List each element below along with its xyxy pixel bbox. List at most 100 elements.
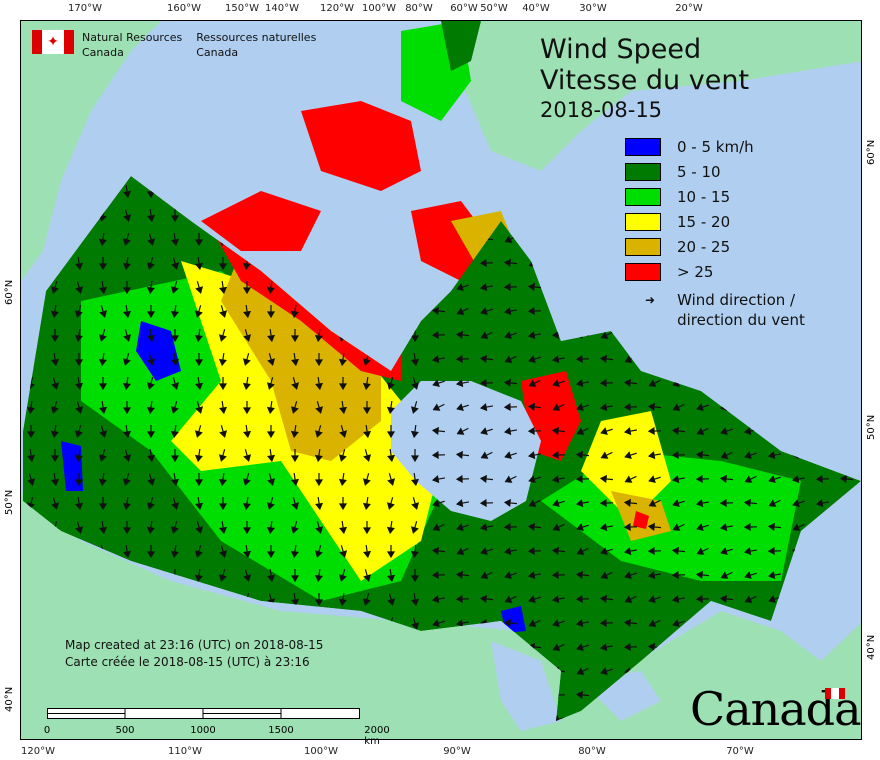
wind-arrow [122, 353, 131, 366]
wind-arrow [146, 497, 155, 510]
wind-arrow [74, 328, 83, 343]
wind-arrow [480, 451, 493, 459]
wind-arrow [74, 448, 83, 463]
wind-arrow [504, 355, 517, 363]
wind-arrow [194, 425, 203, 438]
wind-arrow [528, 499, 541, 507]
wind-arrow [696, 547, 709, 555]
wind-arrow [243, 424, 252, 439]
wind-arrow [122, 233, 131, 246]
legend: 0 - 5 km/h 5 - 10 10 - 15 15 - 20 20 - 2… [625, 134, 754, 284]
arrow-icon: ➜ [645, 293, 656, 307]
wind-arrow [575, 499, 590, 508]
wind-arrow [551, 570, 566, 580]
wind-arrow [362, 473, 371, 486]
wind-arrow [528, 619, 541, 627]
lat-label: 50°N [866, 414, 877, 440]
wind-arrow [575, 450, 590, 459]
wind-arrow [146, 400, 155, 415]
wind-arrow [695, 474, 710, 484]
wind-arrow [623, 642, 638, 652]
lon-label: 50°W [480, 3, 508, 14]
wind-arrow [431, 546, 446, 555]
legend-item: 15 - 20 [625, 209, 754, 234]
wind-arrow [171, 352, 180, 367]
wind-arrow [170, 544, 179, 559]
wind-arrow [411, 617, 420, 630]
wind-arrow [122, 473, 131, 486]
wind-arrow [51, 377, 60, 390]
wind-legend-en: Wind direction / [677, 291, 796, 309]
wind-arrow [170, 304, 179, 319]
wind-arrow [527, 306, 542, 316]
wind-arrow [98, 257, 108, 271]
wind-arrow [479, 378, 494, 388]
wind-arrow [195, 376, 204, 391]
wind-arrow [672, 619, 685, 627]
legend-label: 10 - 15 [677, 187, 731, 206]
lon-label: 120°W [320, 3, 354, 14]
wind-arrow [338, 569, 347, 582]
wind-arrow [194, 568, 203, 583]
wind-arrow [194, 305, 203, 318]
agency-fr-2: Canada [196, 46, 239, 59]
wind-arrow [527, 451, 542, 460]
wind-arrow [267, 353, 276, 366]
wind-arrow [219, 545, 228, 558]
wind-arrow [146, 280, 155, 295]
wind-arrow [74, 353, 84, 367]
wind-arrow [147, 448, 156, 463]
wind-arrow [599, 403, 614, 412]
legend-label: > 25 [677, 262, 714, 281]
wind-arrow [171, 377, 180, 390]
wind-arrow [411, 352, 420, 367]
wind-arrow [647, 426, 662, 436]
wind-arrow [431, 450, 446, 460]
wind-arrow [503, 307, 518, 316]
lon-label: 60°W [450, 3, 478, 14]
wind-arrow [242, 401, 252, 415]
wind-arrow [123, 184, 132, 199]
wind-arrow [74, 473, 84, 487]
wind-arrow [767, 571, 782, 580]
wind-arrow [266, 305, 276, 319]
wind-arrow [170, 449, 180, 463]
wind-arrow [75, 281, 84, 294]
wind-arrow [363, 424, 372, 439]
wind-arrow [386, 520, 395, 535]
wind-arrow [123, 304, 132, 319]
wind-arrow [695, 594, 710, 604]
lon-label: 150°W [225, 3, 259, 14]
legend-label: 5 - 10 [677, 162, 721, 181]
wind-arrow [194, 353, 204, 367]
wind-arrow [623, 378, 638, 387]
wind-arrow [314, 353, 324, 367]
wind-arrow [575, 379, 590, 388]
wind-arrow [123, 544, 132, 559]
wind-arrow [291, 592, 300, 607]
wind-arrow [479, 283, 494, 292]
wind-arrow [767, 451, 782, 460]
wind-arrow [387, 568, 396, 583]
wind-arrow [599, 354, 614, 363]
wind-arrow [719, 523, 734, 532]
wind-arrow [456, 307, 469, 315]
wind-arrow [98, 377, 108, 391]
wind-arrow [74, 305, 83, 318]
wind-arrow [266, 545, 276, 559]
wind-arrow [623, 618, 638, 627]
lon-label: 80°W [405, 3, 433, 14]
wind-arrow [503, 498, 518, 507]
wind-arrow [648, 595, 661, 603]
lon-label: 100°W [362, 3, 396, 14]
wind-arrow [456, 427, 469, 435]
wind-arrow [123, 449, 132, 462]
wind-arrow [411, 592, 420, 607]
wind-arrow [600, 547, 613, 555]
wind-arrow [122, 496, 131, 511]
wind-arrow [171, 472, 180, 487]
wind-arrow [147, 328, 156, 343]
wind-arrow [696, 523, 709, 531]
wind-arrow [99, 305, 108, 318]
